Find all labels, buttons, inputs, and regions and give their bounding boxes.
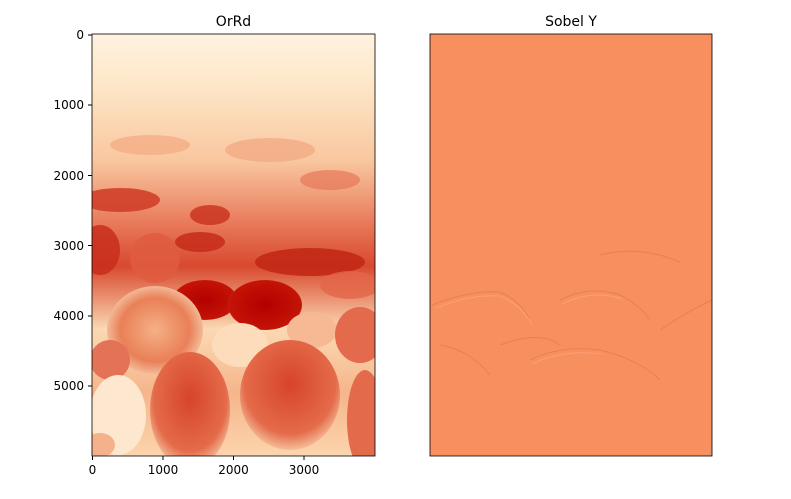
sobel-title: Sobel Y (545, 14, 597, 30)
orrd-title: OrRd (216, 14, 251, 30)
y-tick-label: 2000 (53, 169, 84, 183)
sobel-fill (430, 34, 712, 456)
y-tick-label: 3000 (53, 239, 84, 253)
sobel-axes-frame (429, 33, 713, 457)
x-tick-label: 1000 (148, 463, 179, 477)
orrd-x-ticks: 0 1000 2000 3000 (89, 456, 320, 477)
x-tick-label: 0 (89, 463, 97, 477)
y-tick-label: 0 (76, 28, 84, 42)
y-tick-label: 5000 (53, 379, 84, 393)
x-tick-label: 2000 (218, 463, 249, 477)
y-tick-label: 1000 (53, 98, 84, 112)
orrd-image (92, 34, 375, 456)
x-tick-label: 3000 (289, 463, 320, 477)
orrd-y-ticks: 0 1000 2000 3000 4000 5000 (53, 28, 92, 393)
y-tick-label: 4000 (53, 309, 84, 323)
sobel-image (430, 34, 713, 456)
